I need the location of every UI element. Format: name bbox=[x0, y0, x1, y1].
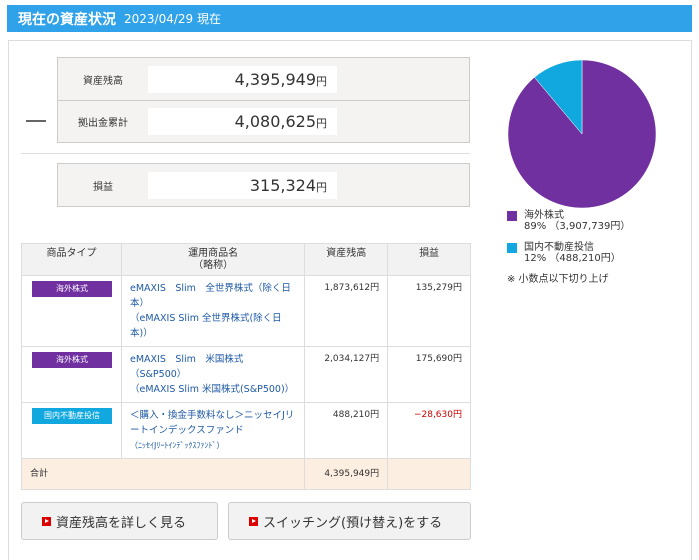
pie-slice bbox=[507, 59, 657, 209]
profit-box: 損益 315,324円 bbox=[57, 163, 470, 207]
summary-box: 資産残高 4,395,949円 拠出金累計 4,080,625円 bbox=[57, 57, 470, 143]
table-row: 国内不動産投信 ＜購入・換金手数料なし＞ニッセイJリートインデックスファンド （ﾆ… bbox=[21, 402, 471, 459]
fund-short: （eMAXIS Slim 全世界株式(除く日本)） bbox=[129, 313, 282, 339]
arrow-icon bbox=[42, 516, 51, 526]
table-row: 海外株式 eMAXIS Slim 米国株式（S&P500） （eMAXIS Sli… bbox=[21, 346, 471, 403]
as-of-date: 2023/04/29 現在 bbox=[124, 12, 221, 26]
value: 4,395,949円 bbox=[148, 65, 337, 93]
profit: 175,690円 bbox=[387, 346, 471, 403]
pie-slice bbox=[534, 59, 583, 135]
fund-short: （ﾆｯｾｲJﾘｰﾄｲﾝﾃﾞｯｸｽﾌｧﾝﾄﾞ） bbox=[129, 441, 225, 450]
section-title: 現在の資産状況 bbox=[18, 11, 116, 28]
type-badge: 海外株式 bbox=[32, 352, 112, 368]
label: 損益 bbox=[93, 181, 113, 193]
table-header: 商品タイプ 運用商品名 （略称） 資産残高 損益 bbox=[21, 243, 471, 276]
col-type: 商品タイプ bbox=[21, 243, 122, 276]
total-row: 合計 4,395,949円 bbox=[20, 458, 471, 490]
divider bbox=[21, 153, 470, 154]
type-badge: 国内不動産投信 bbox=[32, 408, 112, 424]
allocation-pie-chart bbox=[507, 59, 657, 209]
holdings-table: 商品タイプ 運用商品名 （略称） 資産残高 損益 海外株式 eMAXIS Sli… bbox=[20, 243, 471, 490]
balance: 1,873,612円 bbox=[304, 275, 389, 347]
asset-detail-button[interactable]: 資産残高を詳しく見る bbox=[21, 502, 218, 540]
fund-link[interactable]: eMAXIS Slim 米国株式（S&P500） bbox=[129, 354, 244, 380]
chart-legend: 海外株式 89% （3,907,739円） 国内不動産投信 12% （488,210… bbox=[507, 210, 630, 285]
balance: 2,034,127円 bbox=[304, 346, 389, 403]
fund-short: （eMAXIS Slim 米国株式(S&P500)） bbox=[129, 384, 295, 395]
label: 資産残高 bbox=[83, 75, 123, 87]
label: 拠出金累計 bbox=[78, 118, 128, 129]
col-profit: 損益 bbox=[387, 243, 471, 276]
table-row: 海外株式 eMAXIS Slim 全世界株式（除く日本） （eMAXIS Slim… bbox=[21, 275, 471, 347]
profit: 135,279円 bbox=[387, 275, 471, 347]
fund-link[interactable]: ＜購入・換金手数料なし＞ニッセイJリートインデックスファンド bbox=[129, 410, 295, 436]
legend-item: 海外株式 89% （3,907,739円） bbox=[507, 210, 630, 232]
section-header: 現在の資産状況 2023/04/29 現在 bbox=[7, 5, 692, 32]
asset-panel bbox=[8, 40, 692, 560]
summary-row-contrib: 拠出金累計 4,080,625円 bbox=[58, 100, 469, 142]
total-balance: 4,395,949円 bbox=[304, 458, 389, 490]
total-label: 合計 bbox=[20, 458, 306, 490]
value: 4,080,625円 bbox=[148, 108, 337, 135]
type-badge: 海外株式 bbox=[32, 281, 112, 297]
chart-note: ※ 小数点以下切り上げ bbox=[507, 274, 609, 285]
col-name: 運用商品名 （略称） bbox=[120, 243, 306, 276]
value: 315,324円 bbox=[148, 171, 337, 199]
legend-item: 国内不動産投信 12% （488,210円） bbox=[507, 242, 630, 264]
summary-row-balance: 資産残高 4,395,949円 bbox=[58, 58, 469, 100]
fund-link[interactable]: eMAXIS Slim 全世界株式（除く日本） bbox=[129, 283, 291, 309]
arrow-icon bbox=[249, 516, 258, 526]
col-balance: 資産残高 bbox=[304, 243, 389, 276]
balance: 488,210円 bbox=[304, 402, 389, 459]
switching-button[interactable]: スイッチング(預け替え)をする bbox=[228, 502, 471, 540]
profit: −28,630円 bbox=[387, 402, 471, 459]
minus-icon bbox=[26, 120, 46, 122]
